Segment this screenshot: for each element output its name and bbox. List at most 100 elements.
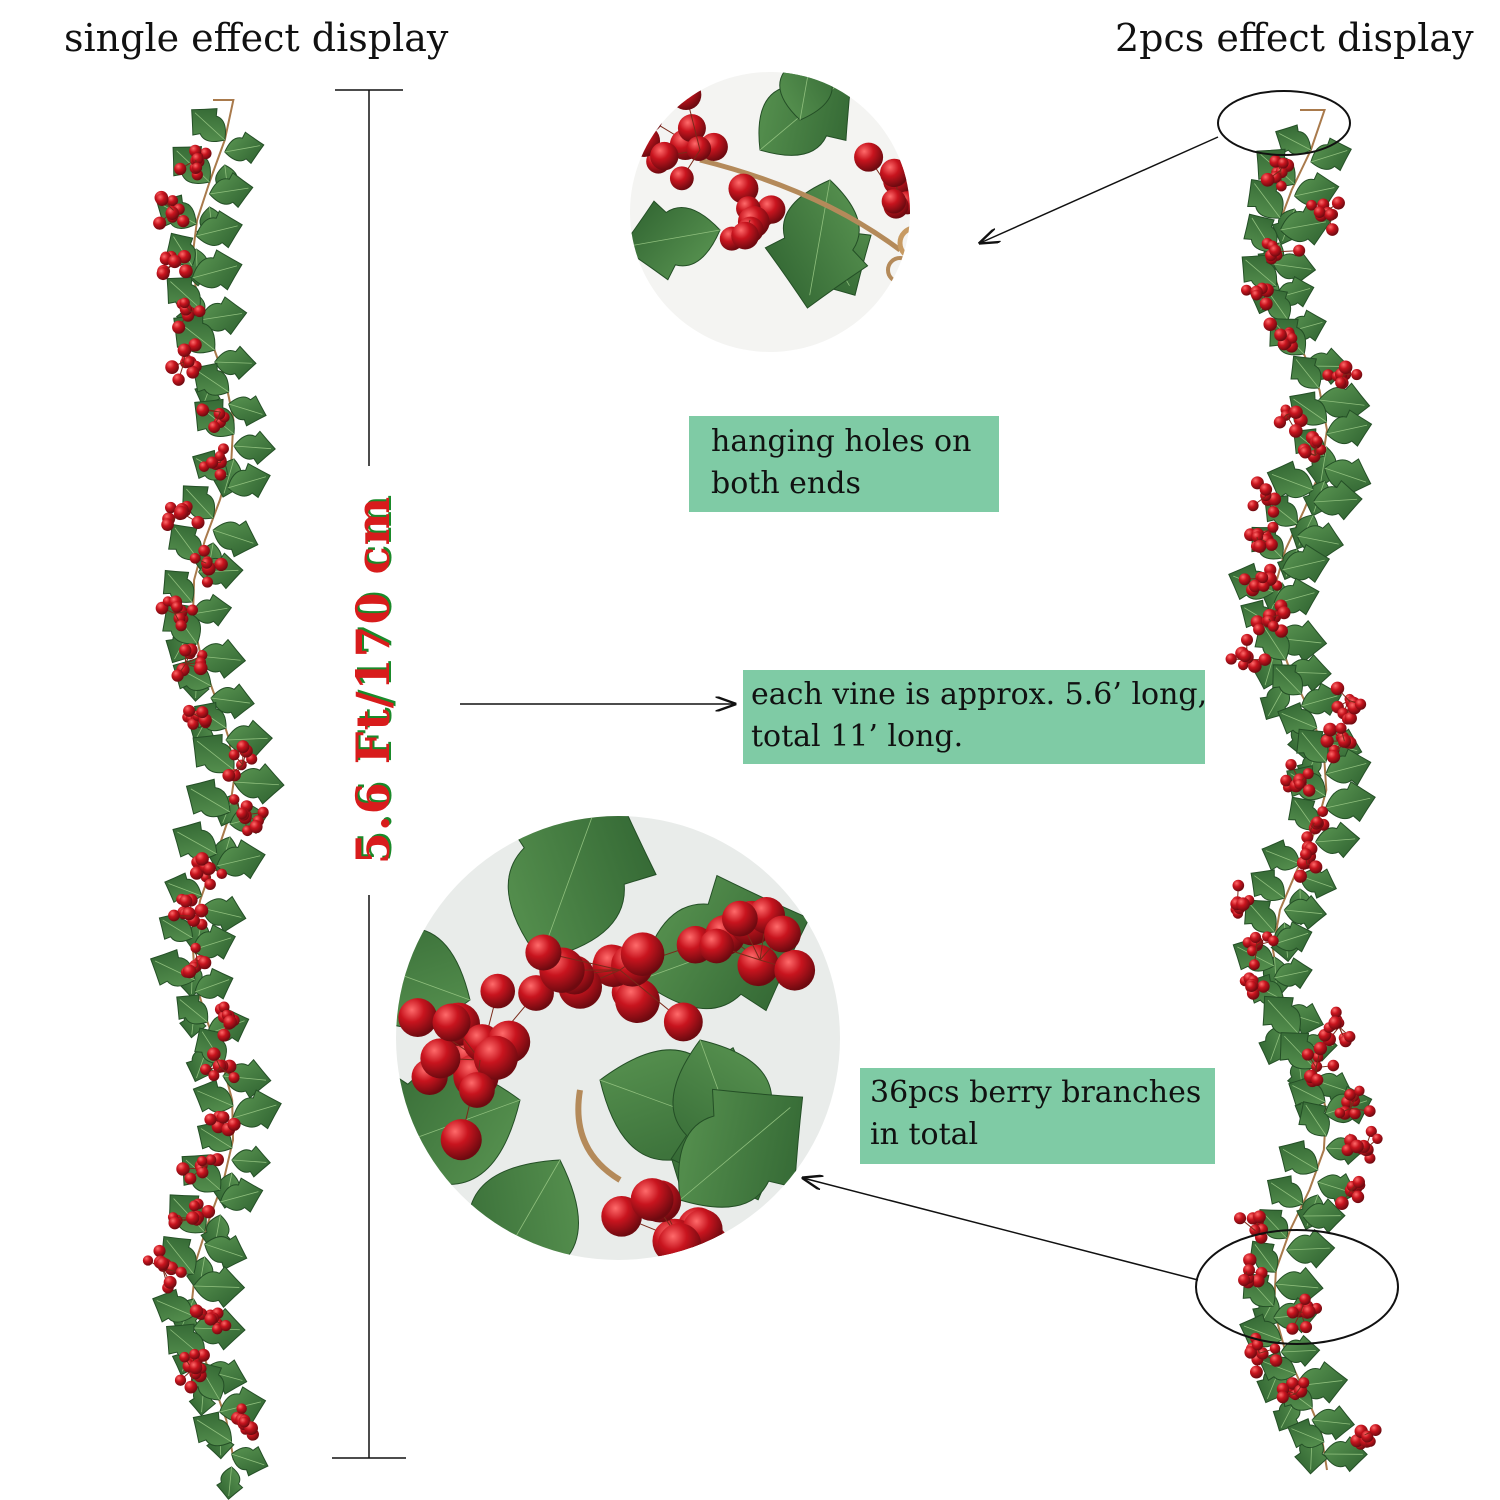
red-berry-icon [630,1178,674,1221]
holly-leaf-icon [212,520,259,558]
red-berry-icon [165,206,180,221]
red-berry-icon [774,949,816,991]
holly-leaf-icon [1298,1101,1330,1137]
red-berry-icon [249,820,263,834]
red-berry-icon [473,1035,518,1080]
red-berry-icon [194,903,209,918]
red-berry-icon [721,900,758,937]
red-berry-icon [1300,848,1312,861]
red-berry-icon [184,1380,198,1394]
red-berry-icon [1301,831,1314,844]
red-berry-icon [212,1323,223,1335]
holly-leaf-icon [1283,894,1328,930]
red-berry-icon [1322,369,1335,381]
red-berry-icon [1313,206,1326,219]
red-berry-icon [699,928,734,964]
holly-leaf-icon [1281,543,1331,583]
double-garland-image [1225,109,1383,1475]
red-berry-icon [1344,712,1357,725]
red-berry-icon [1313,1041,1328,1056]
red-berry-icon [1352,1175,1365,1189]
red-berry-icon [167,195,179,207]
red-berry-icon [1289,405,1303,419]
holly-leaf-icon [194,967,234,1000]
holly-leaf-icon [216,839,266,880]
red-berry-icon [257,806,269,818]
red-berry-icon [1251,289,1262,301]
holly-leaf-icon [678,1088,804,1208]
red-berry-icon [1232,879,1245,892]
hanging-holes-line-1: hanging holes on [711,424,972,459]
red-berry-icon [179,297,190,309]
red-berry-icon [207,1047,221,1061]
holly-leaf-icon [1311,1405,1355,1441]
red-berry-icon [1286,332,1298,344]
red-berry-icon [1311,816,1323,828]
red-berry-icon [1306,199,1317,211]
holly-leaf-icon [152,1288,194,1323]
red-berry-icon [1301,1048,1314,1061]
red-berry-icon [201,557,213,569]
red-berry-icon [1277,157,1289,169]
red-berry-icon [1298,1377,1310,1389]
red-berry-icon [737,944,779,987]
red-berry-icon [1241,284,1252,296]
holly-leaf-icon [191,593,233,627]
red-berry-icon [208,421,221,434]
red-berry-icon [1267,506,1280,518]
red-berry-icon [1365,1125,1377,1137]
red-berry-icon [1302,1305,1316,1319]
red-berry-icon [1251,531,1264,543]
red-berry-icon [190,942,201,954]
red-berry-icon [163,1275,177,1289]
red-berry-icon [1293,244,1306,257]
red-berry-icon [1263,317,1277,331]
red-berry-icon [1249,931,1262,944]
red-berry-icon [1269,1354,1283,1367]
red-berry-icon [669,166,694,191]
red-berry-icon [1233,1212,1247,1225]
red-berry-icon [1269,1343,1281,1354]
red-berry-icon [227,1117,241,1131]
red-berry-icon [196,1155,208,1167]
red-berry-icon [670,79,702,111]
red-berry-icon [1274,328,1287,342]
red-berry-icon [1335,1196,1349,1210]
red-berry-icon [187,718,199,730]
red-berry-icon [175,619,187,632]
red-berry-icon [620,932,665,977]
hanging-hole-closeup-image [630,72,910,352]
holly-leaf-icon [231,1445,269,1477]
holly-leaf-icon [1273,921,1313,953]
red-berry-icon [1330,1006,1342,1018]
red-berry-icon [1250,1365,1263,1379]
red-berry-icon [153,1244,166,1257]
berry-branches-line-2: in total [870,1117,979,1152]
red-berry-icon [174,162,187,176]
red-berry-icon [1299,1293,1311,1306]
red-berry-icon [525,934,562,971]
red-berry-icon [1259,483,1273,496]
red-berry-icon [728,173,759,204]
red-berry-icon [1324,208,1337,221]
red-berry-icon [420,1038,461,1079]
holly-leaf-icon [199,296,248,336]
red-berry-icon [1273,416,1287,429]
holly-leaf-icon [227,462,271,499]
red-berry-icon [1285,758,1297,771]
red-berry-icon [1323,722,1337,737]
holly-leaf-icon [232,1089,282,1130]
red-berry-icon [168,909,180,922]
red-berry-icon [191,515,205,530]
red-berry-icon [1294,779,1305,790]
red-berry-icon [183,356,195,368]
red-berry-icon [189,1348,200,1360]
red-berry-icon [196,1348,210,1362]
red-berry-icon [663,1002,703,1042]
holly-leaf-icon [185,778,231,818]
red-berry-icon [1276,180,1287,192]
holly-leaf-icon [1266,1175,1304,1208]
red-berry-icon [179,894,193,908]
red-berry-icon [1240,633,1254,646]
